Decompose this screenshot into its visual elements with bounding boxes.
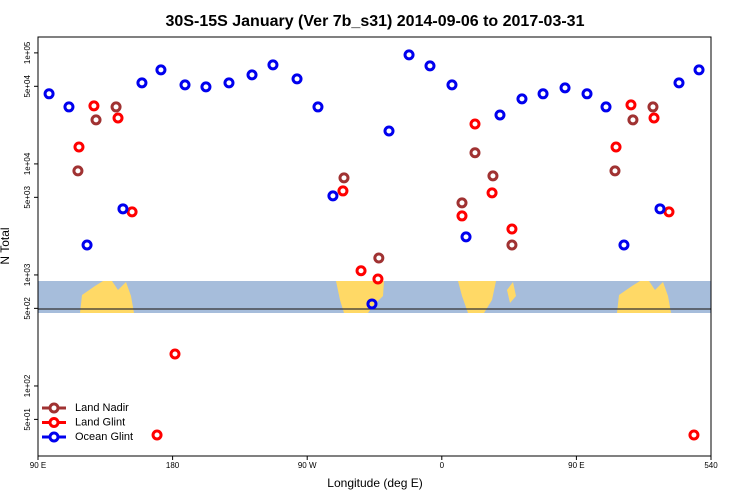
point (246, 69, 258, 81)
x-tick-label: 0 (440, 461, 445, 470)
x-tick-label: 540 (704, 461, 718, 470)
y-tick-label: 5e+04 (23, 75, 32, 98)
y-tick-label: 5e+01 (23, 408, 32, 431)
point (537, 88, 549, 100)
y-tick-label: 1e+04 (23, 152, 32, 175)
point (506, 223, 518, 235)
point (610, 141, 622, 153)
point (469, 118, 481, 130)
point (627, 114, 639, 126)
point (487, 170, 499, 182)
point (559, 82, 571, 94)
point (312, 101, 324, 113)
point (456, 197, 468, 209)
legend-label: Land Glint (75, 416, 125, 428)
point (424, 60, 436, 72)
point (446, 79, 458, 91)
y-tick-label: 5e+02 (23, 297, 32, 320)
point (151, 429, 163, 441)
x-axis-label: Longitude (deg E) (327, 476, 422, 490)
y-tick-label: 1e+05 (23, 41, 32, 64)
point (618, 239, 630, 251)
point (625, 99, 637, 111)
point (155, 64, 167, 76)
point (126, 206, 138, 218)
point (609, 165, 621, 177)
x-tick-label: 180 (166, 461, 180, 470)
point (169, 348, 181, 360)
point (43, 88, 55, 100)
y-tick-label: 5e+03 (23, 186, 32, 209)
chart-title: 30S-15S January (Ver 7b_s31) 2014-09-06 … (166, 13, 585, 30)
point (373, 252, 385, 264)
point (486, 187, 498, 199)
point (88, 100, 100, 112)
point (200, 81, 212, 93)
x-tick-label: 90 E (30, 461, 46, 470)
plot-frame (37, 36, 712, 457)
point (516, 93, 528, 105)
point (81, 239, 93, 251)
point (581, 88, 593, 100)
x-tick-label: 90 W (298, 461, 317, 470)
point (654, 203, 666, 215)
point (648, 112, 660, 124)
point (383, 125, 395, 137)
land (507, 282, 516, 303)
point (600, 101, 612, 113)
x-tick-label: 90 E (568, 461, 584, 470)
point (460, 231, 472, 243)
point (469, 147, 481, 159)
point (90, 114, 102, 126)
point (112, 112, 124, 124)
point (456, 210, 468, 222)
y-tick-label: 1e+02 (23, 374, 32, 397)
point (72, 165, 84, 177)
point (267, 59, 279, 71)
point (136, 77, 148, 89)
point (223, 77, 235, 89)
point (117, 203, 129, 215)
point (63, 101, 75, 113)
point (366, 298, 378, 310)
point (338, 172, 350, 184)
point (663, 206, 675, 218)
legend-marker (48, 417, 60, 428)
point (73, 141, 85, 153)
land (617, 281, 671, 313)
point (647, 101, 659, 113)
point (372, 273, 384, 285)
y-tick-label: 1e+03 (23, 263, 32, 286)
point (327, 190, 339, 202)
point (179, 79, 191, 91)
point (506, 239, 518, 251)
land (458, 281, 496, 313)
legend-label: Ocean Glint (75, 431, 133, 443)
legend-marker (48, 431, 60, 443)
legend-label: Land Nadir (75, 402, 129, 414)
land (80, 281, 134, 313)
point (355, 265, 367, 277)
point (403, 49, 415, 61)
point (688, 429, 700, 441)
point (291, 73, 303, 85)
y-axis-label: N Total (0, 227, 12, 264)
point (337, 185, 349, 197)
point (673, 77, 685, 89)
point (693, 64, 705, 76)
point (494, 109, 506, 121)
legend-marker (48, 402, 60, 414)
point (110, 101, 122, 113)
land (336, 281, 384, 313)
